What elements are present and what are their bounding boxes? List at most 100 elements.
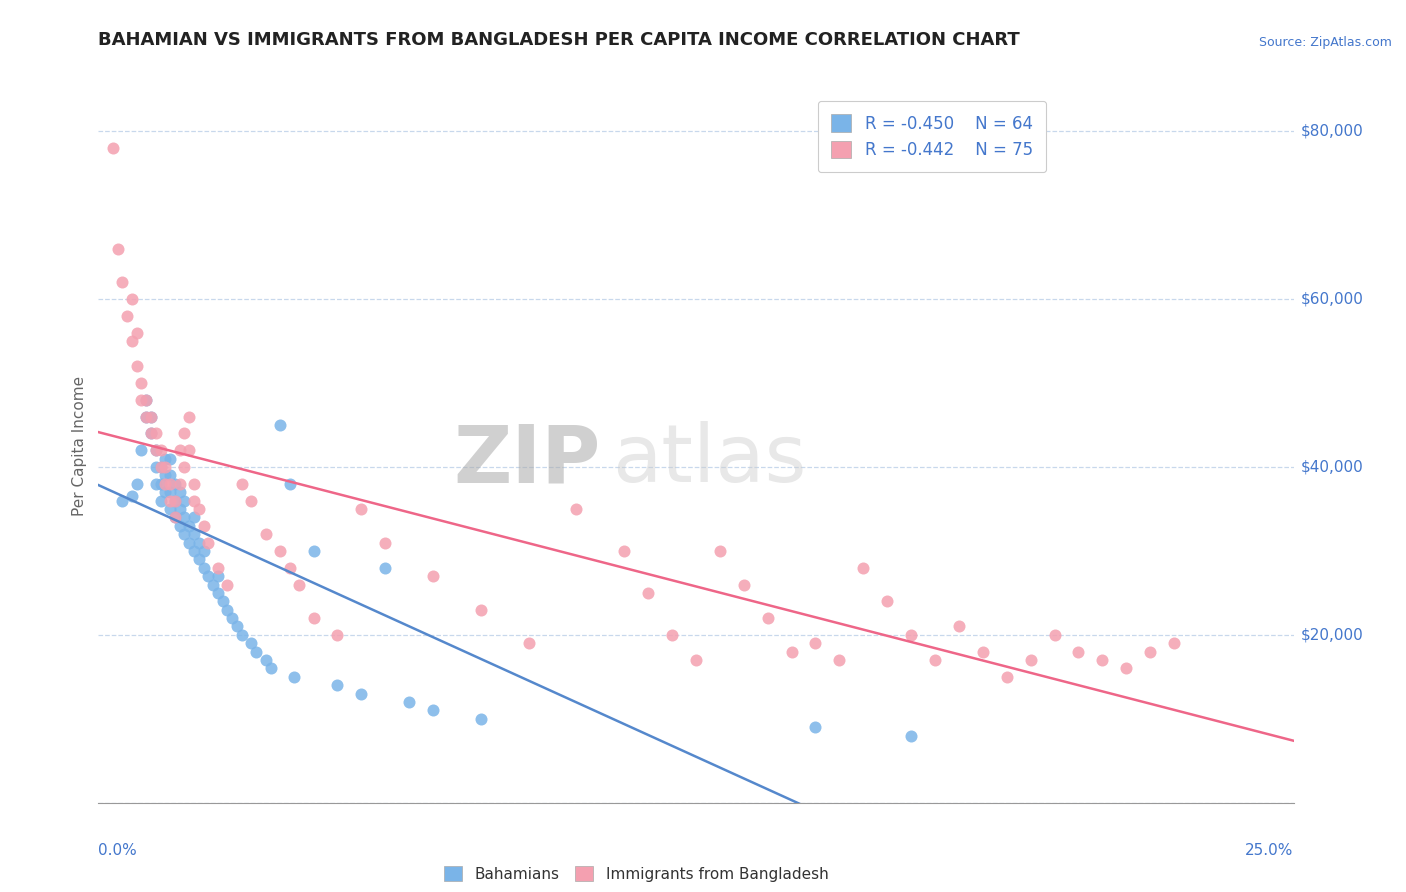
Point: [197, 569, 219, 583]
Point: [217, 603, 239, 617]
Point: [207, 569, 229, 583]
Point: [155, 476, 177, 491]
Point: [221, 611, 243, 625]
Point: [145, 443, 167, 458]
Point: [145, 460, 167, 475]
Point: [111, 275, 134, 289]
Point: [149, 493, 172, 508]
Point: [163, 493, 186, 508]
Point: [207, 560, 229, 574]
Point: [374, 560, 396, 574]
Point: [517, 636, 540, 650]
Point: [254, 653, 277, 667]
Point: [159, 485, 181, 500]
Point: [155, 451, 177, 466]
Text: ZIP: ZIP: [453, 421, 600, 500]
Point: [183, 544, 205, 558]
Point: [350, 687, 373, 701]
Point: [163, 510, 186, 524]
Point: [145, 426, 167, 441]
Point: [163, 493, 186, 508]
Point: [173, 510, 195, 524]
Point: [637, 586, 659, 600]
Point: [187, 552, 209, 566]
Point: [149, 476, 172, 491]
Point: [183, 493, 205, 508]
Point: [173, 426, 195, 441]
Point: [169, 476, 191, 491]
Point: [900, 628, 922, 642]
Point: [900, 729, 922, 743]
Point: [470, 712, 492, 726]
Point: [302, 611, 325, 625]
Point: [240, 493, 263, 508]
Point: [125, 359, 148, 374]
Point: [288, 577, 311, 591]
Point: [159, 451, 181, 466]
Point: [995, 670, 1018, 684]
Point: [326, 628, 349, 642]
Point: [613, 544, 636, 558]
Point: [187, 502, 209, 516]
Point: [245, 645, 267, 659]
Point: [173, 527, 195, 541]
Text: $40,000: $40,000: [1301, 459, 1364, 475]
Point: [159, 502, 181, 516]
Point: [828, 653, 851, 667]
Point: [302, 544, 325, 558]
Point: [173, 493, 195, 508]
Point: [661, 628, 683, 642]
Point: [187, 535, 209, 549]
Point: [1163, 636, 1185, 650]
Point: [756, 611, 779, 625]
Point: [131, 443, 153, 458]
Point: [131, 392, 153, 407]
Text: $80,000: $80,000: [1301, 124, 1364, 138]
Point: [145, 476, 167, 491]
Point: [159, 493, 181, 508]
Point: [169, 443, 191, 458]
Point: [131, 376, 153, 390]
Point: [179, 443, 201, 458]
Point: [254, 527, 277, 541]
Point: [211, 594, 233, 608]
Point: [226, 619, 249, 633]
Point: [169, 502, 191, 516]
Point: [183, 510, 205, 524]
Point: [163, 510, 186, 524]
Point: [121, 489, 143, 503]
Point: [470, 603, 492, 617]
Point: [169, 485, 191, 500]
Point: [101, 141, 124, 155]
Point: [259, 661, 281, 675]
Point: [1067, 645, 1090, 659]
Point: [398, 695, 420, 709]
Point: [374, 535, 396, 549]
Point: [924, 653, 946, 667]
Point: [155, 485, 177, 500]
Point: [179, 409, 201, 424]
Point: [565, 502, 588, 516]
Point: [269, 417, 291, 432]
Point: [804, 636, 827, 650]
Point: [179, 518, 201, 533]
Point: [197, 535, 219, 549]
Point: [111, 493, 134, 508]
Point: [135, 392, 157, 407]
Point: [283, 670, 305, 684]
Point: [1139, 645, 1161, 659]
Point: [422, 703, 444, 717]
Point: [179, 535, 201, 549]
Point: [269, 544, 291, 558]
Point: [780, 645, 803, 659]
Point: [149, 460, 172, 475]
Point: [107, 242, 129, 256]
Point: [231, 628, 253, 642]
Text: atlas: atlas: [612, 421, 807, 500]
Point: [155, 468, 177, 483]
Point: [278, 560, 301, 574]
Point: [121, 334, 143, 348]
Point: [217, 577, 239, 591]
Point: [231, 476, 253, 491]
Point: [326, 678, 349, 692]
